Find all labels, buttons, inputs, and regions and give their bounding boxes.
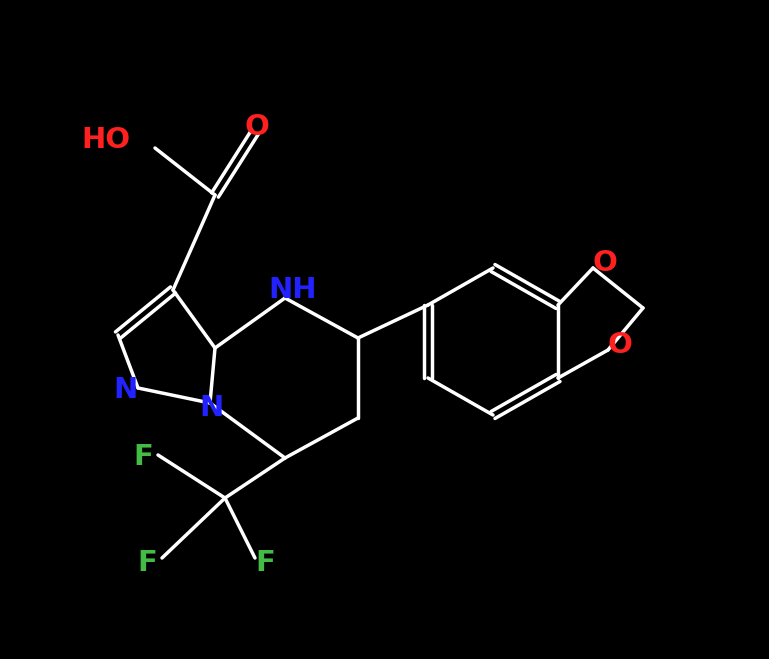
Text: O: O <box>608 331 632 359</box>
Text: N: N <box>114 376 138 404</box>
Text: NH: NH <box>268 276 318 304</box>
Text: F: F <box>133 443 153 471</box>
Text: F: F <box>137 549 157 577</box>
Text: O: O <box>593 249 618 277</box>
Text: N: N <box>200 394 224 422</box>
Text: O: O <box>245 113 269 141</box>
Text: F: F <box>255 549 275 577</box>
Text: HO: HO <box>81 126 130 154</box>
